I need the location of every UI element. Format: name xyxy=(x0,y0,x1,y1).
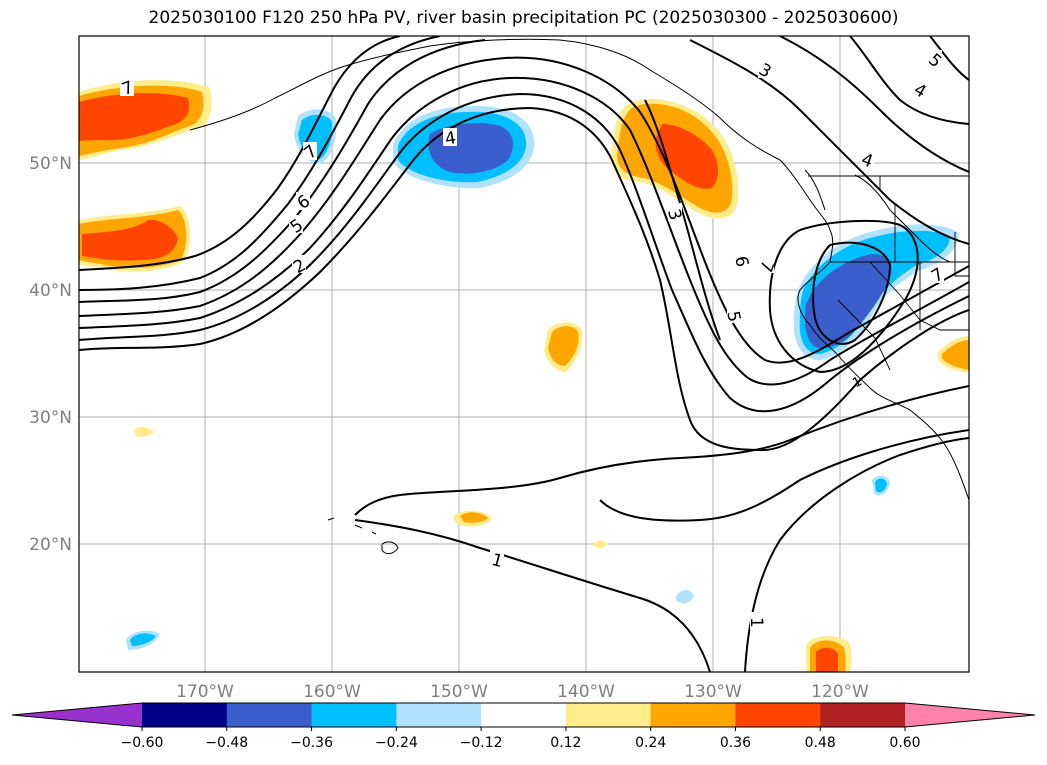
contour-label: 3 xyxy=(663,207,685,223)
colorbar-segment xyxy=(226,703,313,727)
longitude-labels: 170°W 160°W 150°W 140°W 130°W 120°W xyxy=(176,682,869,702)
lon-label: 140°W xyxy=(557,682,615,702)
colorbar-tick-label: 0.24 xyxy=(635,735,666,751)
colorbar-tick-label: −0.48 xyxy=(205,735,248,751)
contour-label: 4 xyxy=(444,128,458,150)
colorbar-tick-label: 0.12 xyxy=(550,735,581,751)
contour-label: 1 xyxy=(746,617,766,628)
colorbar xyxy=(11,702,1036,728)
colorbar-ticks: −0.60 −0.48 −0.36 −0.24 −0.12 0.12 0.24 0.36 0.4… xyxy=(121,727,921,751)
colorbar-tick-label: −0.36 xyxy=(290,735,333,751)
colorbar-segment xyxy=(396,703,482,727)
figure-title: 2025030100 F120 250 hPa PV, river basin … xyxy=(148,8,899,28)
map-frame xyxy=(78,35,970,673)
lon-label: 170°W xyxy=(176,682,234,702)
lon-label: 130°W xyxy=(684,682,742,702)
colorbar-segment xyxy=(735,703,821,727)
contour-label-backgrounds xyxy=(120,50,944,630)
colorbar-segment xyxy=(311,703,397,727)
pv-contours xyxy=(79,36,969,672)
lat-label: 30°N xyxy=(29,408,72,428)
contour-label: 5 xyxy=(722,310,744,324)
coastlines xyxy=(189,38,969,555)
colorbar-segment xyxy=(142,703,228,727)
colorbar-segment xyxy=(481,703,567,727)
colorbar-tick-label: 0.60 xyxy=(889,735,920,751)
lat-label: 50°N xyxy=(29,154,72,174)
lat-label: 40°N xyxy=(29,281,72,301)
colorbar-tick-label: 0.48 xyxy=(805,735,836,751)
latitude-labels: 50°N 40°N 30°N 20°N xyxy=(29,154,72,555)
colorbar-segment xyxy=(650,703,736,727)
contour-label: 1 xyxy=(489,550,505,572)
colorbar-tick-label: −0.12 xyxy=(460,735,503,751)
lat-label: 20°N xyxy=(29,535,72,555)
colorbar-segment xyxy=(820,703,906,727)
colorbar-extend-low xyxy=(12,703,142,727)
lon-label: 150°W xyxy=(430,682,488,702)
lon-label: 120°W xyxy=(811,682,869,702)
colorbar-tick-label: −0.24 xyxy=(375,735,418,751)
colorbar-segment xyxy=(565,703,652,727)
contour-label: 6 xyxy=(730,255,752,269)
colorbar-tick-label: −0.60 xyxy=(121,735,164,751)
boundaries xyxy=(808,175,969,371)
colorbar-extend-high xyxy=(905,703,1035,727)
lon-label: 160°W xyxy=(303,682,361,702)
colorbar-tick-label: 0.36 xyxy=(720,735,751,751)
